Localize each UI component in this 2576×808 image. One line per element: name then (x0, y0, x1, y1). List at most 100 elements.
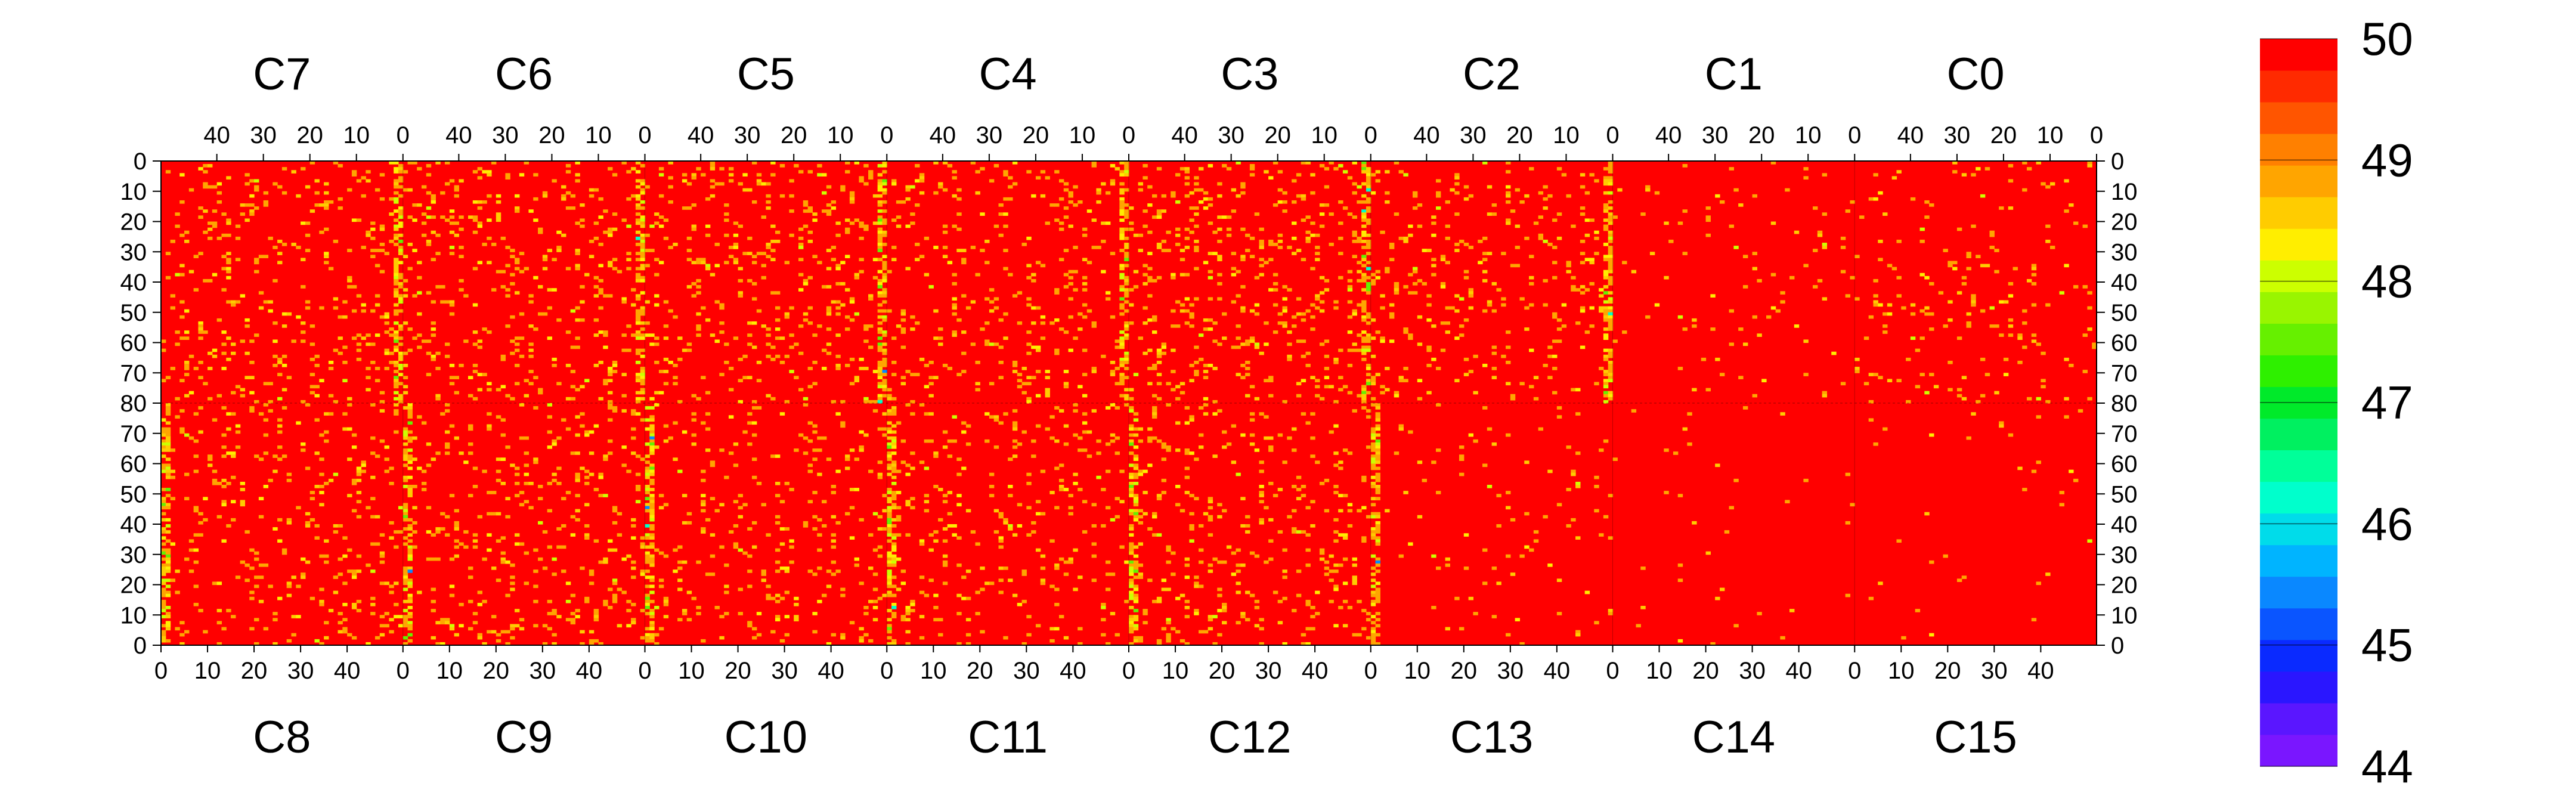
heatmap-cell (1329, 385, 1334, 389)
heatmap-cell (1078, 488, 1083, 491)
heatmap-cell (1203, 370, 1209, 373)
heatmap-cell (1259, 243, 1264, 246)
heatmap-cell (803, 521, 809, 525)
heatmap-cell (426, 243, 432, 246)
heatmap-cell (1556, 327, 1562, 331)
heatmap-cell (2026, 397, 2032, 401)
heatmap-cell (449, 364, 455, 367)
heatmap-cell (668, 200, 673, 204)
heatmap-cell (1147, 230, 1153, 234)
heatmap-cell (877, 179, 883, 183)
heatmap-cell (1184, 606, 1190, 609)
heatmap-cell (882, 288, 887, 292)
heatmap-cell (1129, 409, 1134, 413)
heatmap-cell (575, 415, 580, 419)
heatmap-cell (1729, 167, 1734, 171)
heatmap-cell (826, 306, 832, 310)
heatmap-cell (887, 624, 892, 628)
heatmap-cell (640, 278, 646, 283)
heatmap-cell (472, 397, 478, 401)
heatmap-cell (1305, 506, 1311, 510)
heatmap-cell (849, 297, 855, 301)
heatmap-cell (2087, 397, 2092, 401)
heatmap-cell (1166, 445, 1171, 449)
heatmap-cell (863, 227, 869, 231)
heatmap-cell (309, 161, 315, 165)
heatmap-cell (1189, 451, 1194, 455)
heatmap-cell (896, 533, 902, 537)
heatmap-cell (570, 309, 576, 313)
heatmap-cell (1301, 412, 1306, 416)
heatmap-cell (835, 333, 841, 337)
heatmap-cell (175, 212, 180, 216)
heatmap-cell (891, 182, 897, 186)
heatmap-cell (454, 221, 459, 225)
heatmap-cell (1189, 527, 1194, 531)
heatmap-cell (394, 278, 399, 283)
heatmap-cell (817, 566, 822, 570)
heatmap-cell (891, 246, 897, 249)
heatmap-cell (1129, 288, 1134, 292)
heatmap-cell (877, 545, 883, 549)
heatmap-cell (1147, 427, 1153, 431)
heatmap-cell (431, 533, 436, 537)
heatmap-cell (1375, 472, 1380, 476)
heatmap-cell (324, 255, 329, 258)
heatmap-cell (1156, 642, 1162, 646)
heatmap-cell (2031, 267, 2037, 271)
heatmap-cell (575, 475, 580, 479)
heatmap-cell (1789, 275, 1795, 280)
heatmap-cell (1370, 278, 1376, 283)
heatmap-cell (1715, 194, 1720, 198)
heatmap-cell (231, 475, 236, 479)
heatmap-cell (1184, 321, 1190, 325)
heatmap-cell (882, 385, 887, 389)
heatmap-cell (756, 179, 762, 183)
heatmap-cell (1310, 376, 1315, 379)
heatmap-cell (1194, 457, 1199, 462)
heatmap-cell (1375, 412, 1380, 416)
heatmap-cell (402, 536, 408, 540)
heatmap-cell (165, 170, 171, 174)
heatmap-cell (402, 454, 408, 458)
heatmap-cell (1361, 170, 1367, 174)
heatmap-cell (1119, 345, 1125, 349)
heatmap-cell (454, 436, 459, 440)
heatmap-cell (617, 587, 623, 592)
heatmap-cell (361, 463, 366, 468)
heatmap-cell (1324, 376, 1330, 379)
heatmap-cell (556, 230, 562, 234)
heatmap-cell (789, 545, 794, 549)
heatmap-cell (640, 609, 646, 612)
heatmap-cell (989, 179, 995, 183)
heatmap-cell (1161, 627, 1167, 631)
heatmap-cell (1203, 197, 1209, 201)
heatmap-cell (496, 457, 501, 462)
heatmap-cell (505, 294, 510, 298)
heatmap-cell (905, 503, 911, 507)
heatmap-cell (877, 200, 883, 204)
heatmap-cell (928, 412, 934, 416)
heatmap-cell (1008, 176, 1013, 180)
heatmap-cell (1175, 397, 1181, 401)
heatmap-cell (496, 639, 501, 643)
heatmap-cell (751, 400, 757, 404)
heatmap-cell (487, 533, 492, 537)
heatmap-cell (877, 385, 883, 389)
heatmap-cell (1366, 618, 1371, 621)
heatmap-cell (1375, 488, 1380, 491)
heatmap-cell (1245, 339, 1250, 343)
heatmap-cell (751, 282, 757, 286)
heatmap-cell (928, 382, 934, 386)
heatmap-cell (1305, 548, 1311, 552)
heatmap-cell (1161, 442, 1167, 446)
heatmap-cell (1119, 394, 1125, 398)
heatmap-cell (402, 321, 408, 325)
heatmap-cell (1054, 587, 1060, 592)
heatmap-cell (398, 530, 404, 534)
heatmap-cell (1222, 312, 1227, 316)
heatmap-cell (394, 545, 399, 549)
heatmap-cell (719, 303, 724, 307)
heatmap-cell (891, 639, 897, 643)
heatmap-cell (1166, 403, 1171, 407)
